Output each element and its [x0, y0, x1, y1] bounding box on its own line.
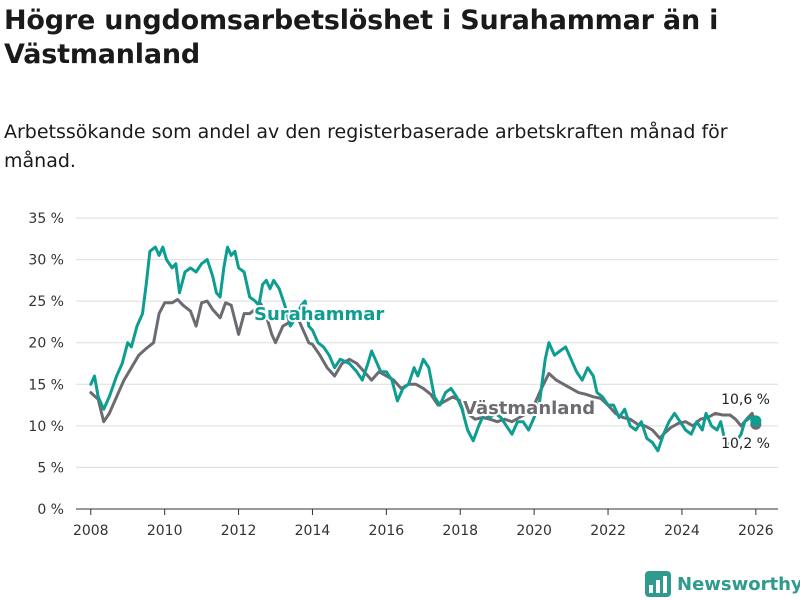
- y-tick-label: 5 %: [37, 460, 64, 476]
- x-tick-label: 2012: [221, 523, 257, 539]
- series-label-surahammar: Surahammar: [254, 304, 384, 325]
- x-tick-label: 2020: [516, 523, 552, 539]
- chart-subtitle: Arbetssökande som andel av den registerb…: [4, 121, 728, 172]
- y-tick-label: 35 %: [28, 211, 64, 227]
- series-line-surahammar: [89, 245, 758, 453]
- series-line-vastmanland: [89, 298, 758, 440]
- y-tick-label: 0 %: [37, 502, 64, 518]
- end-point-surahammar: [750, 415, 762, 427]
- gridlines: [76, 217, 778, 510]
- brand-name: Newsworthy: [677, 573, 800, 595]
- x-tick-label: 2026: [738, 523, 774, 539]
- series-lines: [89, 245, 762, 453]
- x-tick-label: 2010: [147, 523, 183, 539]
- y-tick-label: 15 %: [28, 377, 64, 393]
- series-labels: Surahammar Västmanland 10,6 % 10,2 %: [252, 302, 772, 454]
- x-tick-label: 2018: [442, 523, 478, 539]
- x-tick-label: 2022: [590, 523, 626, 539]
- y-tick-label: 10 %: [28, 419, 64, 435]
- x-axis: 2008 2010 2012 2014 2016 2018 2020 2022 2024 2026: [73, 509, 774, 539]
- x-tick-label: 2016: [369, 523, 405, 539]
- series-label-vastmanland: Västmanland: [463, 398, 595, 419]
- x-tick-label: 2024: [664, 523, 700, 539]
- chart-title: Högre ungdomsarbetslöshet i Surahammar ä…: [4, 5, 719, 70]
- end-value-label-surahammar: 10,6 %: [721, 392, 770, 408]
- y-tick-label: 25 %: [28, 294, 64, 310]
- newsworthy-logo: Newsworthy: [645, 569, 800, 599]
- y-axis-ticks: 0 % 5 % 10 % 15 % 20 % 25 % 30 % 35 %: [28, 211, 64, 518]
- end-value-label-vastmanland: 10,2 %: [721, 436, 770, 452]
- x-tick-label: 2014: [295, 523, 331, 539]
- y-tick-label: 30 %: [28, 253, 64, 269]
- y-tick-label: 20 %: [28, 336, 64, 352]
- newsworthy-icon: [645, 571, 671, 597]
- x-tick-label: 2008: [73, 523, 109, 539]
